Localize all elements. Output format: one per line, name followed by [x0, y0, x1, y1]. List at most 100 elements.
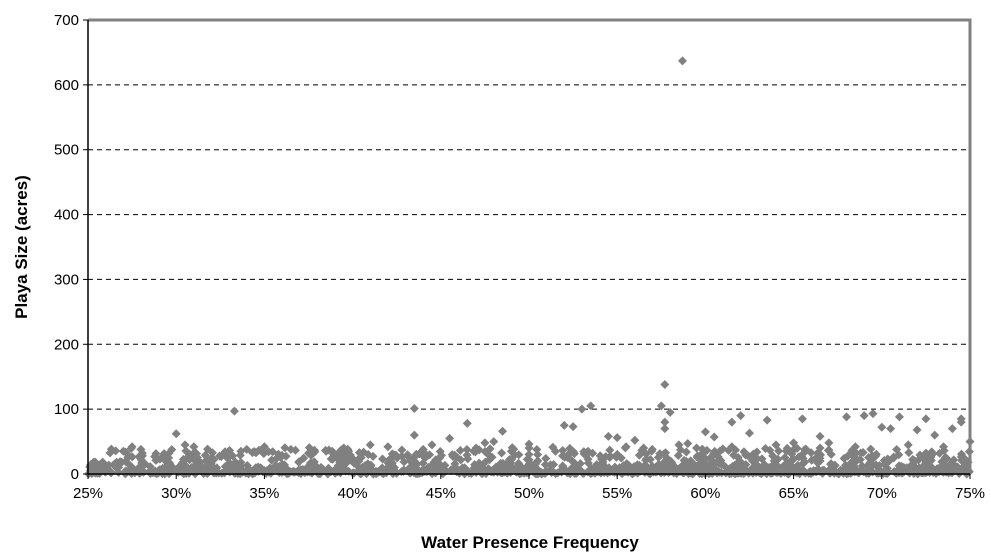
data-point [797, 414, 807, 424]
data-point [547, 468, 557, 478]
data-point [768, 460, 778, 470]
data-point [630, 435, 640, 445]
data-point [794, 465, 804, 475]
data-point [842, 412, 852, 422]
data-point [692, 443, 702, 453]
data-point [568, 447, 578, 457]
x-axis-title: Water Presence Frequency [421, 533, 639, 552]
data-point [127, 452, 137, 462]
data-point [137, 448, 147, 458]
y-tick-label: 700 [54, 12, 79, 29]
x-tick-label: 65% [779, 485, 809, 502]
data-point [788, 465, 798, 475]
data-point [660, 424, 670, 434]
data-point [618, 461, 628, 471]
data-point [236, 446, 246, 456]
data-point [392, 453, 402, 463]
data-point [455, 445, 465, 455]
data-point [445, 433, 455, 443]
data-point [338, 462, 348, 472]
y-axis-ticks: 0 100 200 300 400 500 600 700 [54, 12, 88, 483]
data-point [700, 427, 710, 437]
data-point [570, 458, 580, 468]
data-point [773, 454, 783, 464]
data-point [365, 440, 375, 450]
data-point [709, 432, 719, 442]
x-tick-label: 30% [161, 485, 191, 502]
data-point [489, 437, 499, 447]
data-point [736, 411, 746, 421]
data-points [84, 56, 975, 479]
data-point [533, 450, 543, 460]
data-point [480, 438, 490, 448]
data-point [215, 451, 225, 461]
data-point [92, 468, 102, 478]
data-point [881, 468, 891, 478]
data-point [397, 445, 407, 455]
data-point [752, 447, 762, 457]
data-point [359, 447, 369, 457]
gridlines [88, 84, 970, 410]
data-point [956, 417, 966, 427]
data-point [640, 460, 650, 470]
data-point [211, 468, 221, 478]
data-point [856, 448, 866, 458]
data-point [847, 446, 857, 456]
data-point [727, 468, 737, 478]
data-point [196, 462, 206, 472]
data-point [155, 454, 165, 464]
data-point [913, 455, 923, 465]
data-point [894, 412, 904, 422]
data-point [549, 459, 559, 469]
data-point [867, 461, 877, 471]
data-point [787, 449, 797, 459]
data-point [559, 420, 569, 430]
plot-border [88, 18, 972, 474]
data-point [656, 401, 666, 411]
data-point [874, 461, 884, 471]
data-point [447, 450, 457, 460]
y-tick-label: 400 [54, 207, 79, 224]
data-point [605, 445, 615, 455]
data-point [894, 450, 904, 460]
data-point [457, 463, 467, 473]
data-point [462, 450, 472, 460]
data-point [601, 452, 611, 462]
data-point [180, 440, 190, 450]
data-point [109, 460, 119, 470]
data-point [702, 445, 712, 455]
data-point [267, 455, 277, 465]
data-point [721, 468, 731, 478]
data-point [509, 444, 519, 454]
data-point [681, 447, 691, 457]
data-point [105, 448, 115, 458]
data-point [272, 463, 282, 473]
data-point [533, 456, 543, 466]
x-tick-label: 35% [249, 485, 279, 502]
data-point [760, 443, 770, 453]
data-point [524, 443, 534, 453]
data-point [612, 449, 622, 459]
data-point [706, 468, 716, 478]
data-point [205, 455, 215, 465]
data-point [741, 450, 751, 460]
data-point [883, 454, 893, 464]
data-point [387, 458, 397, 468]
data-point [328, 454, 338, 464]
data-point [496, 458, 506, 468]
data-point [828, 465, 838, 475]
data-point [306, 450, 316, 460]
y-tick-label: 0 [71, 466, 79, 483]
data-point [321, 445, 331, 455]
data-point [774, 446, 784, 456]
data-point [541, 454, 551, 464]
data-point [427, 440, 437, 450]
data-point [560, 452, 570, 462]
data-point [960, 454, 970, 464]
data-point [731, 445, 741, 455]
data-point [99, 465, 109, 475]
data-point [841, 460, 851, 470]
data-point [440, 465, 450, 475]
data-point [568, 422, 578, 432]
data-point [256, 463, 266, 473]
